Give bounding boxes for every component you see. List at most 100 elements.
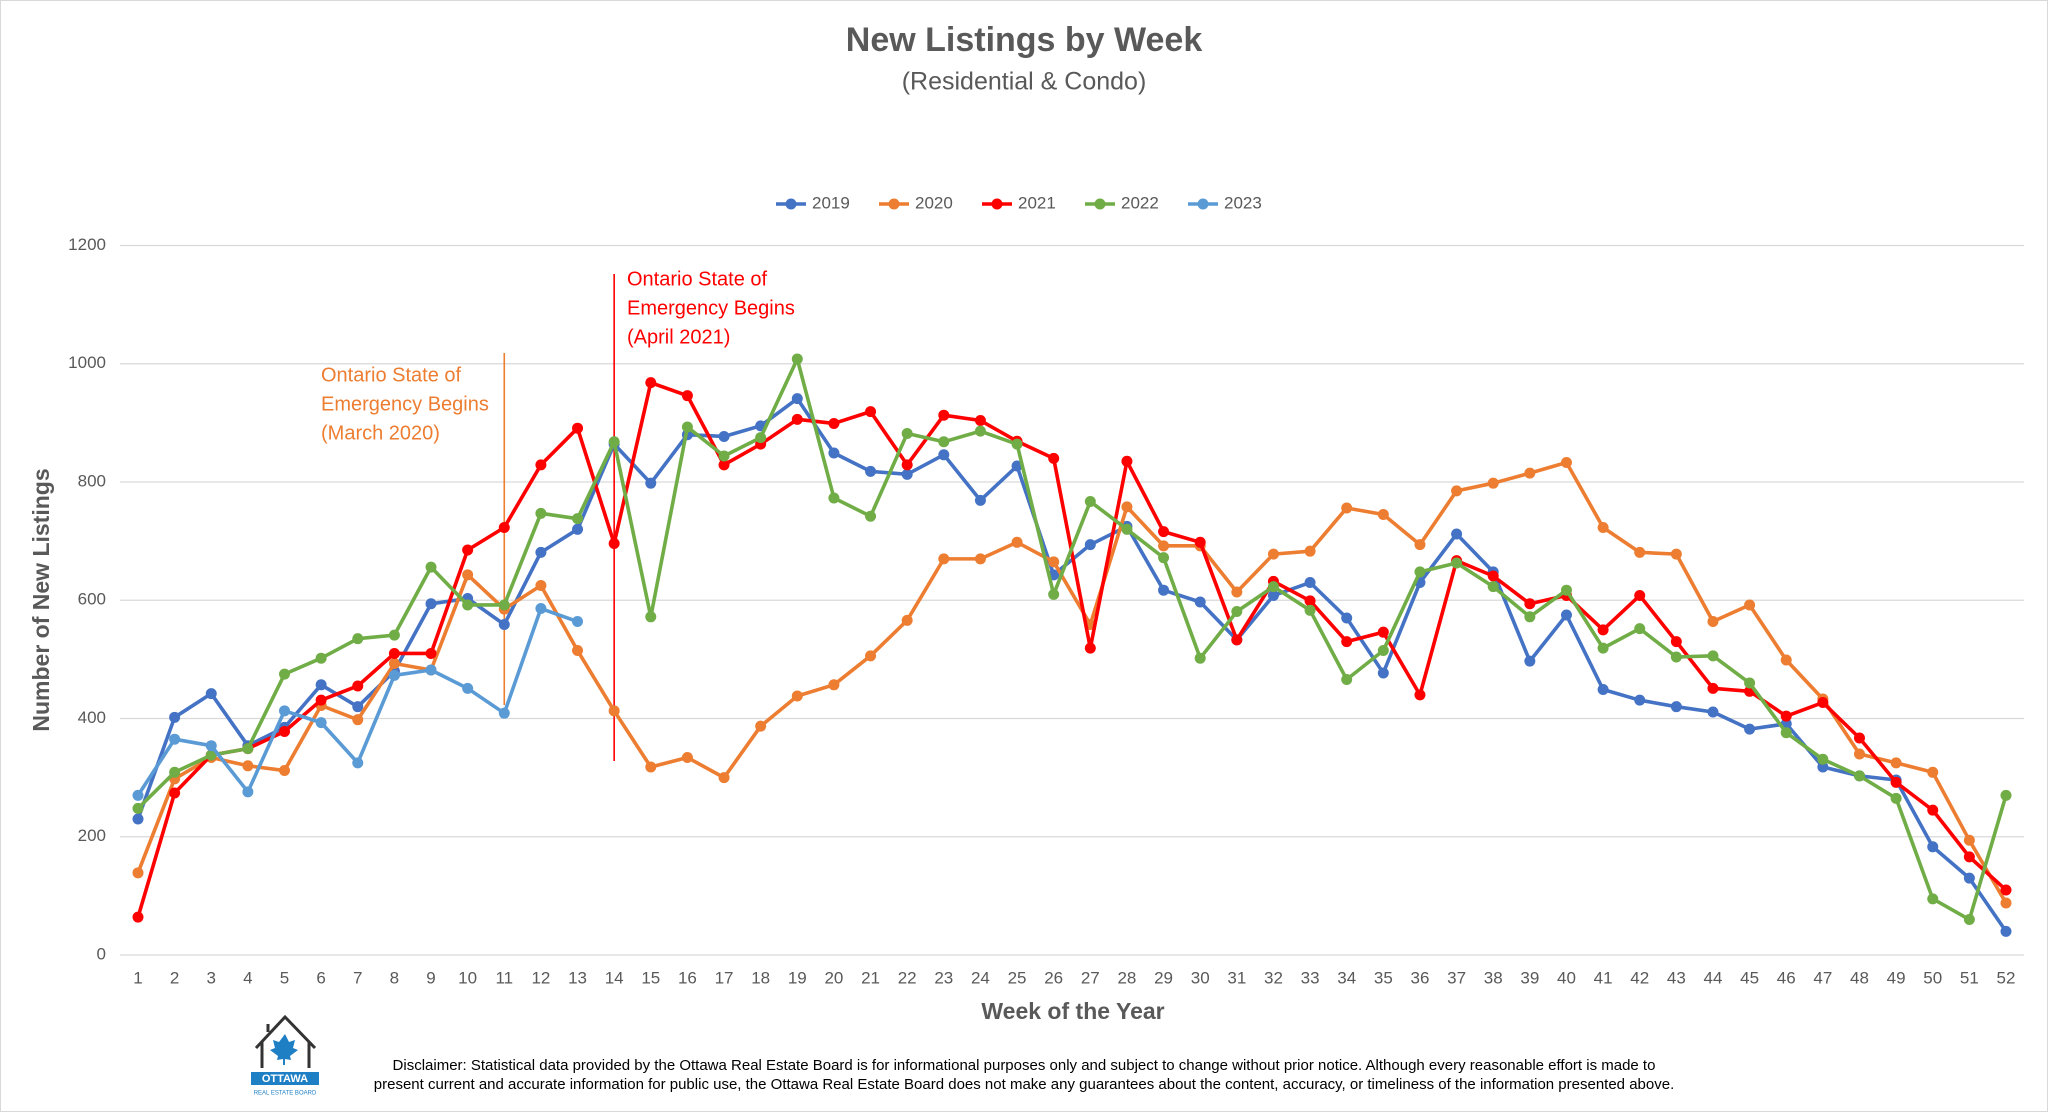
data-point [938,409,950,421]
data-point [1341,673,1353,685]
data-point [572,616,584,628]
x-tick-label: 42 [1630,968,1649,987]
data-point [1890,757,1902,769]
data-point [1524,611,1536,623]
data-point [1744,599,1756,611]
legend-label: 2019 [812,193,850,212]
x-tick-label: 52 [1997,968,2016,987]
data-point [279,705,291,717]
data-point [1524,467,1536,479]
data-point [828,417,840,429]
data-point [1853,732,1865,744]
data-point [1121,455,1133,467]
data-point [681,752,693,764]
legend-label: 2023 [1224,193,1262,212]
data-point [1634,623,1646,635]
y-tick-label: 400 [78,708,106,727]
data-point [1963,834,1975,846]
data-point [2000,925,2012,937]
data-point [425,561,437,573]
annotation-text: (March 2020) [321,422,440,444]
data-point [242,760,254,772]
series-line [136,380,2008,918]
data-point [352,701,364,713]
data-point [1487,477,1499,489]
y-tick-label: 1000 [68,353,106,372]
data-point [1670,701,1682,713]
x-tick-label: 3 [207,968,216,987]
data-point [1927,766,1939,778]
data-point [1927,841,1939,853]
x-tick-label: 38 [1484,968,1503,987]
data-point [1267,581,1279,593]
data-point [1414,566,1426,578]
data-point [1048,556,1060,568]
x-tick-label: 47 [1813,968,1832,987]
data-point [572,645,584,657]
disclaimer: Disclaimer: Statistical data provided by… [393,1057,1656,1074]
x-tick-label: 37 [1447,968,1466,987]
data-point [352,633,364,645]
data-point [1304,604,1316,616]
data-point [535,579,547,591]
data-point [1121,523,1133,535]
data-point [2000,884,2012,896]
legend-label: 2021 [1018,193,1056,212]
data-point [388,629,400,641]
data-point [974,553,986,565]
x-tick-label: 31 [1227,968,1246,987]
data-point [352,714,364,726]
data-point [1451,557,1463,569]
x-tick-label: 30 [1191,968,1210,987]
disclaimer: present current and accurate information… [374,1076,1674,1093]
data-point [791,413,803,425]
data-point [1194,536,1206,548]
data-point [425,664,437,676]
data-point [1890,776,1902,788]
x-tick-label: 21 [861,968,880,987]
data-point [462,569,474,581]
y-tick-label: 1200 [68,235,106,254]
logo-name: OTTAWA [262,1073,308,1085]
data-point [1707,682,1719,694]
y-tick-label: 0 [97,944,106,963]
data-point [1670,636,1682,648]
data-point [681,421,693,433]
x-tick-label: 4 [243,968,252,987]
data-point [132,813,144,825]
data-point [1487,581,1499,593]
data-point [645,761,657,773]
x-tick-label: 17 [715,968,734,987]
series-line [136,460,2008,904]
data-point [1304,545,1316,557]
data-point [791,690,803,702]
data-point [352,757,364,769]
data-point [572,523,584,535]
data-point [498,599,510,611]
data-point [425,598,437,610]
x-tick-label: 15 [641,968,660,987]
data-point [608,436,620,448]
x-tick-label: 29 [1154,968,1173,987]
data-point [1304,595,1316,607]
data-point [1231,605,1243,617]
x-tick-label: 23 [934,968,953,987]
data-point [242,786,254,798]
data-point [205,688,217,700]
data-point [1744,723,1756,735]
data-point [462,599,474,611]
data-point [755,432,767,444]
data-point [645,477,657,489]
data-point [572,513,584,525]
data-point [901,459,913,471]
x-tick-label: 45 [1740,968,1759,987]
data-point [535,507,547,519]
data-point [1597,684,1609,696]
data-point [1597,522,1609,534]
data-point [1158,584,1170,596]
data-point [1634,694,1646,706]
legend-item: 2023 [1188,193,1262,212]
data-point [938,449,950,461]
x-axis-title: Week of the Year [981,998,1164,1024]
data-point [498,618,510,630]
